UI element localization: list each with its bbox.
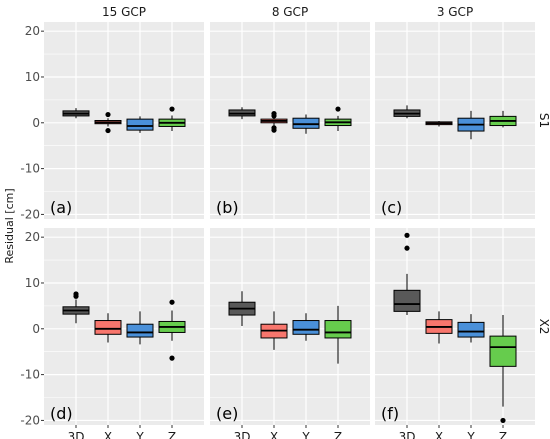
y-tick-label: 0 (32, 322, 40, 336)
x-tick-label: 3D (68, 430, 85, 439)
x-tick-label: X (435, 430, 443, 439)
y-tick-label: 10 (25, 276, 40, 290)
panel-label-f: (f) (381, 404, 399, 423)
box-3d (393, 289, 421, 312)
outlier-point (169, 299, 175, 305)
y-tick-label: -20 (20, 413, 40, 427)
panel-label-b: (b) (216, 198, 239, 217)
panel-label-c: (c) (381, 198, 402, 217)
box-y (126, 118, 154, 131)
panel-label-a: (a) (50, 198, 72, 217)
outlier-point (335, 106, 341, 112)
row-title-s1: S1 (537, 113, 550, 128)
x-tick-label: Z (499, 430, 507, 439)
outlier-point (500, 417, 506, 424)
x-tick-label: Y (466, 430, 475, 439)
x-tick-label: 3D (234, 430, 251, 439)
row-title-x2: X2 (537, 319, 550, 335)
y-tick-label: 10 (25, 70, 40, 84)
y-tick-label: -10 (20, 368, 40, 382)
x-tick-label: Z (334, 430, 342, 439)
outlier-point (271, 127, 277, 133)
y-tick-label: 20 (25, 24, 40, 38)
y-tick-label: -10 (20, 162, 40, 176)
x-tick-label: Y (135, 430, 144, 439)
box-y (292, 320, 320, 335)
outlier-point (105, 127, 111, 134)
x-tick-label: 3D (399, 430, 416, 439)
column-title-3: 3 GCP (437, 5, 473, 19)
box-y (457, 321, 485, 338)
panel-label-d: (d) (50, 404, 73, 423)
x-tick-label: Z (168, 430, 176, 439)
y-tick-label: 20 (25, 230, 40, 244)
box-z (324, 320, 352, 339)
outlier-point (404, 245, 410, 251)
panel-background (375, 228, 535, 425)
box-z (489, 335, 517, 367)
y-tick-label: -20 (20, 207, 40, 221)
x-tick-label: X (270, 430, 278, 439)
outlier-point (169, 355, 175, 361)
box-y (126, 323, 154, 338)
outlier-point (73, 293, 79, 299)
outlier-point (169, 106, 175, 112)
column-title-2: 8 GCP (272, 5, 308, 19)
x-tick-label: Y (301, 430, 310, 439)
outlier-point (271, 113, 277, 119)
x-tick-label: X (104, 430, 112, 439)
column-title-1: 15 GCP (102, 5, 146, 19)
outlier-point (105, 111, 111, 118)
y-tick-label: 0 (32, 116, 40, 130)
outlier-point (404, 232, 410, 238)
box-x (94, 320, 122, 335)
box-y (292, 117, 320, 129)
y-axis-label: Residual [cm] (3, 188, 16, 263)
panel-label-e: (e) (216, 404, 238, 423)
